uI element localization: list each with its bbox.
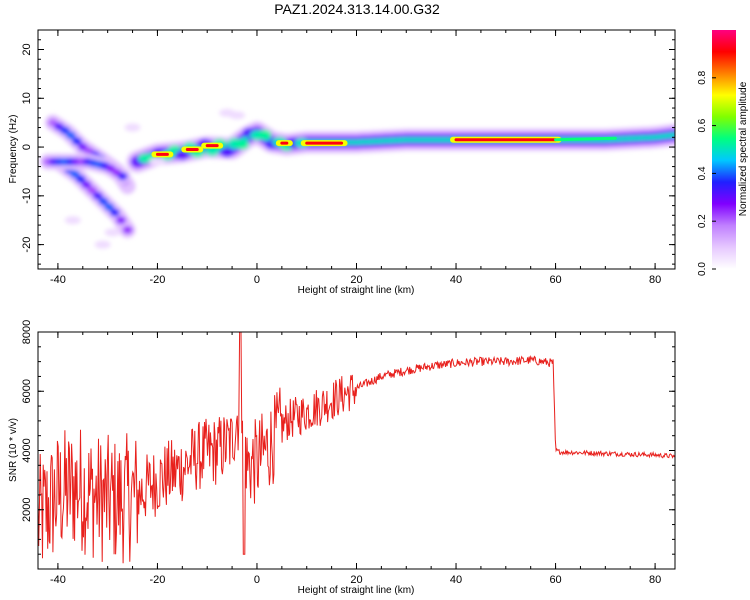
x-tick-label: 40 [450,274,462,286]
x-tick-label: 0 [254,574,260,586]
y-tick-label: 10 [21,92,33,104]
heatmap-peak [554,136,617,142]
heatmap-blob [149,157,166,166]
colorbar-ticks: 0.0 0.2 0.4 0.6 0.8 [697,70,716,276]
x-tick-label: 60 [549,574,561,586]
y-tick-label: 20 [21,43,33,55]
heatmap-blob [115,216,126,225]
heatmap-blob [122,225,133,234]
x-tick-label: 60 [549,274,561,286]
heatmap-blob [75,175,86,184]
heatmap-blob [219,108,236,117]
snr-ylabel: SNR (10 * v/v) [8,418,19,482]
colorbar-label: Normalized spectral amplitude [738,81,749,216]
y-tick-label: 4000 [21,438,33,462]
x-tick-label: 40 [450,574,462,586]
heatmap-blob [94,240,111,249]
x-tick-label: -40 [50,574,66,586]
y-tick-label: -20 [21,237,33,253]
x-tick-label: 0 [254,274,260,286]
spectrogram-panel: -40 -20 0 20 40 60 80 -20 -10 0 10 20 Height of str… [8,29,676,296]
snr-panel: -40 -20 0 20 40 60 80 2000 4000 6000 8000 Height o… [8,320,676,596]
snr-series [38,332,675,564]
heatmap-blob [235,139,250,150]
heatmap-blob [124,123,141,132]
y-tick-label: -10 [21,188,33,204]
colorbar-tick-label: 0.8 [697,70,708,84]
heatmap-blob [109,208,120,217]
y-tick-label: 6000 [21,379,33,403]
heatmap-blob [220,147,235,158]
heatmap-blob [87,186,98,195]
snr-plot-area [38,332,675,569]
heatmap-blob [205,146,220,157]
spectrogram-axes: -40 -20 0 20 40 60 80 -20 -10 0 10 20 [21,29,675,286]
heatmap-blob [64,216,81,225]
heatmap-blob [81,180,92,189]
heatmap-blob [257,129,272,140]
snr-xlabel: Height of straight line (km) [298,585,415,596]
x-tick-label: -40 [50,274,66,286]
x-tick-label: 20 [350,574,362,586]
heatmap-blob [117,172,128,181]
colorbar-tick-label: 0.4 [697,166,708,180]
x-tick-label: 80 [649,574,661,586]
x-tick-label: -20 [149,274,165,286]
y-tick-label: 2000 [21,498,33,522]
colorbar-tick-label: 0.6 [697,118,708,132]
colorbar: 0.0 0.2 0.4 0.6 0.8 Normalized spectral ampl… [697,30,749,276]
colorbar-tick-label: 0.2 [697,214,708,228]
heatmap-blob [98,197,109,206]
heatmap-blob [65,131,76,140]
snr-line [38,332,675,564]
heatmap-blob [104,228,121,237]
colorbar-tick-label: 0.0 [697,262,708,276]
chart-title: PAZ1.2024.313.14.00.G32 [274,1,440,17]
colorbar-gradient [712,30,736,269]
heatmap-blob [92,191,103,200]
y-tick-label: 0 [21,144,33,150]
x-tick-label: 20 [350,274,362,286]
y-tick-label: 8000 [21,320,33,344]
spectrogram-heatmap [40,108,675,249]
spectrogram-xlabel: Height of straight line (km) [298,285,415,296]
snr-axes: -40 -20 0 20 40 60 80 2000 4000 6000 8000 [21,320,675,586]
spectrogram-ylabel: Frequency (Hz) [8,115,19,184]
x-tick-label: -20 [149,574,165,586]
heatmap-blob [104,202,115,211]
heatmap-blob [71,137,82,146]
x-tick-label: 80 [649,274,661,286]
